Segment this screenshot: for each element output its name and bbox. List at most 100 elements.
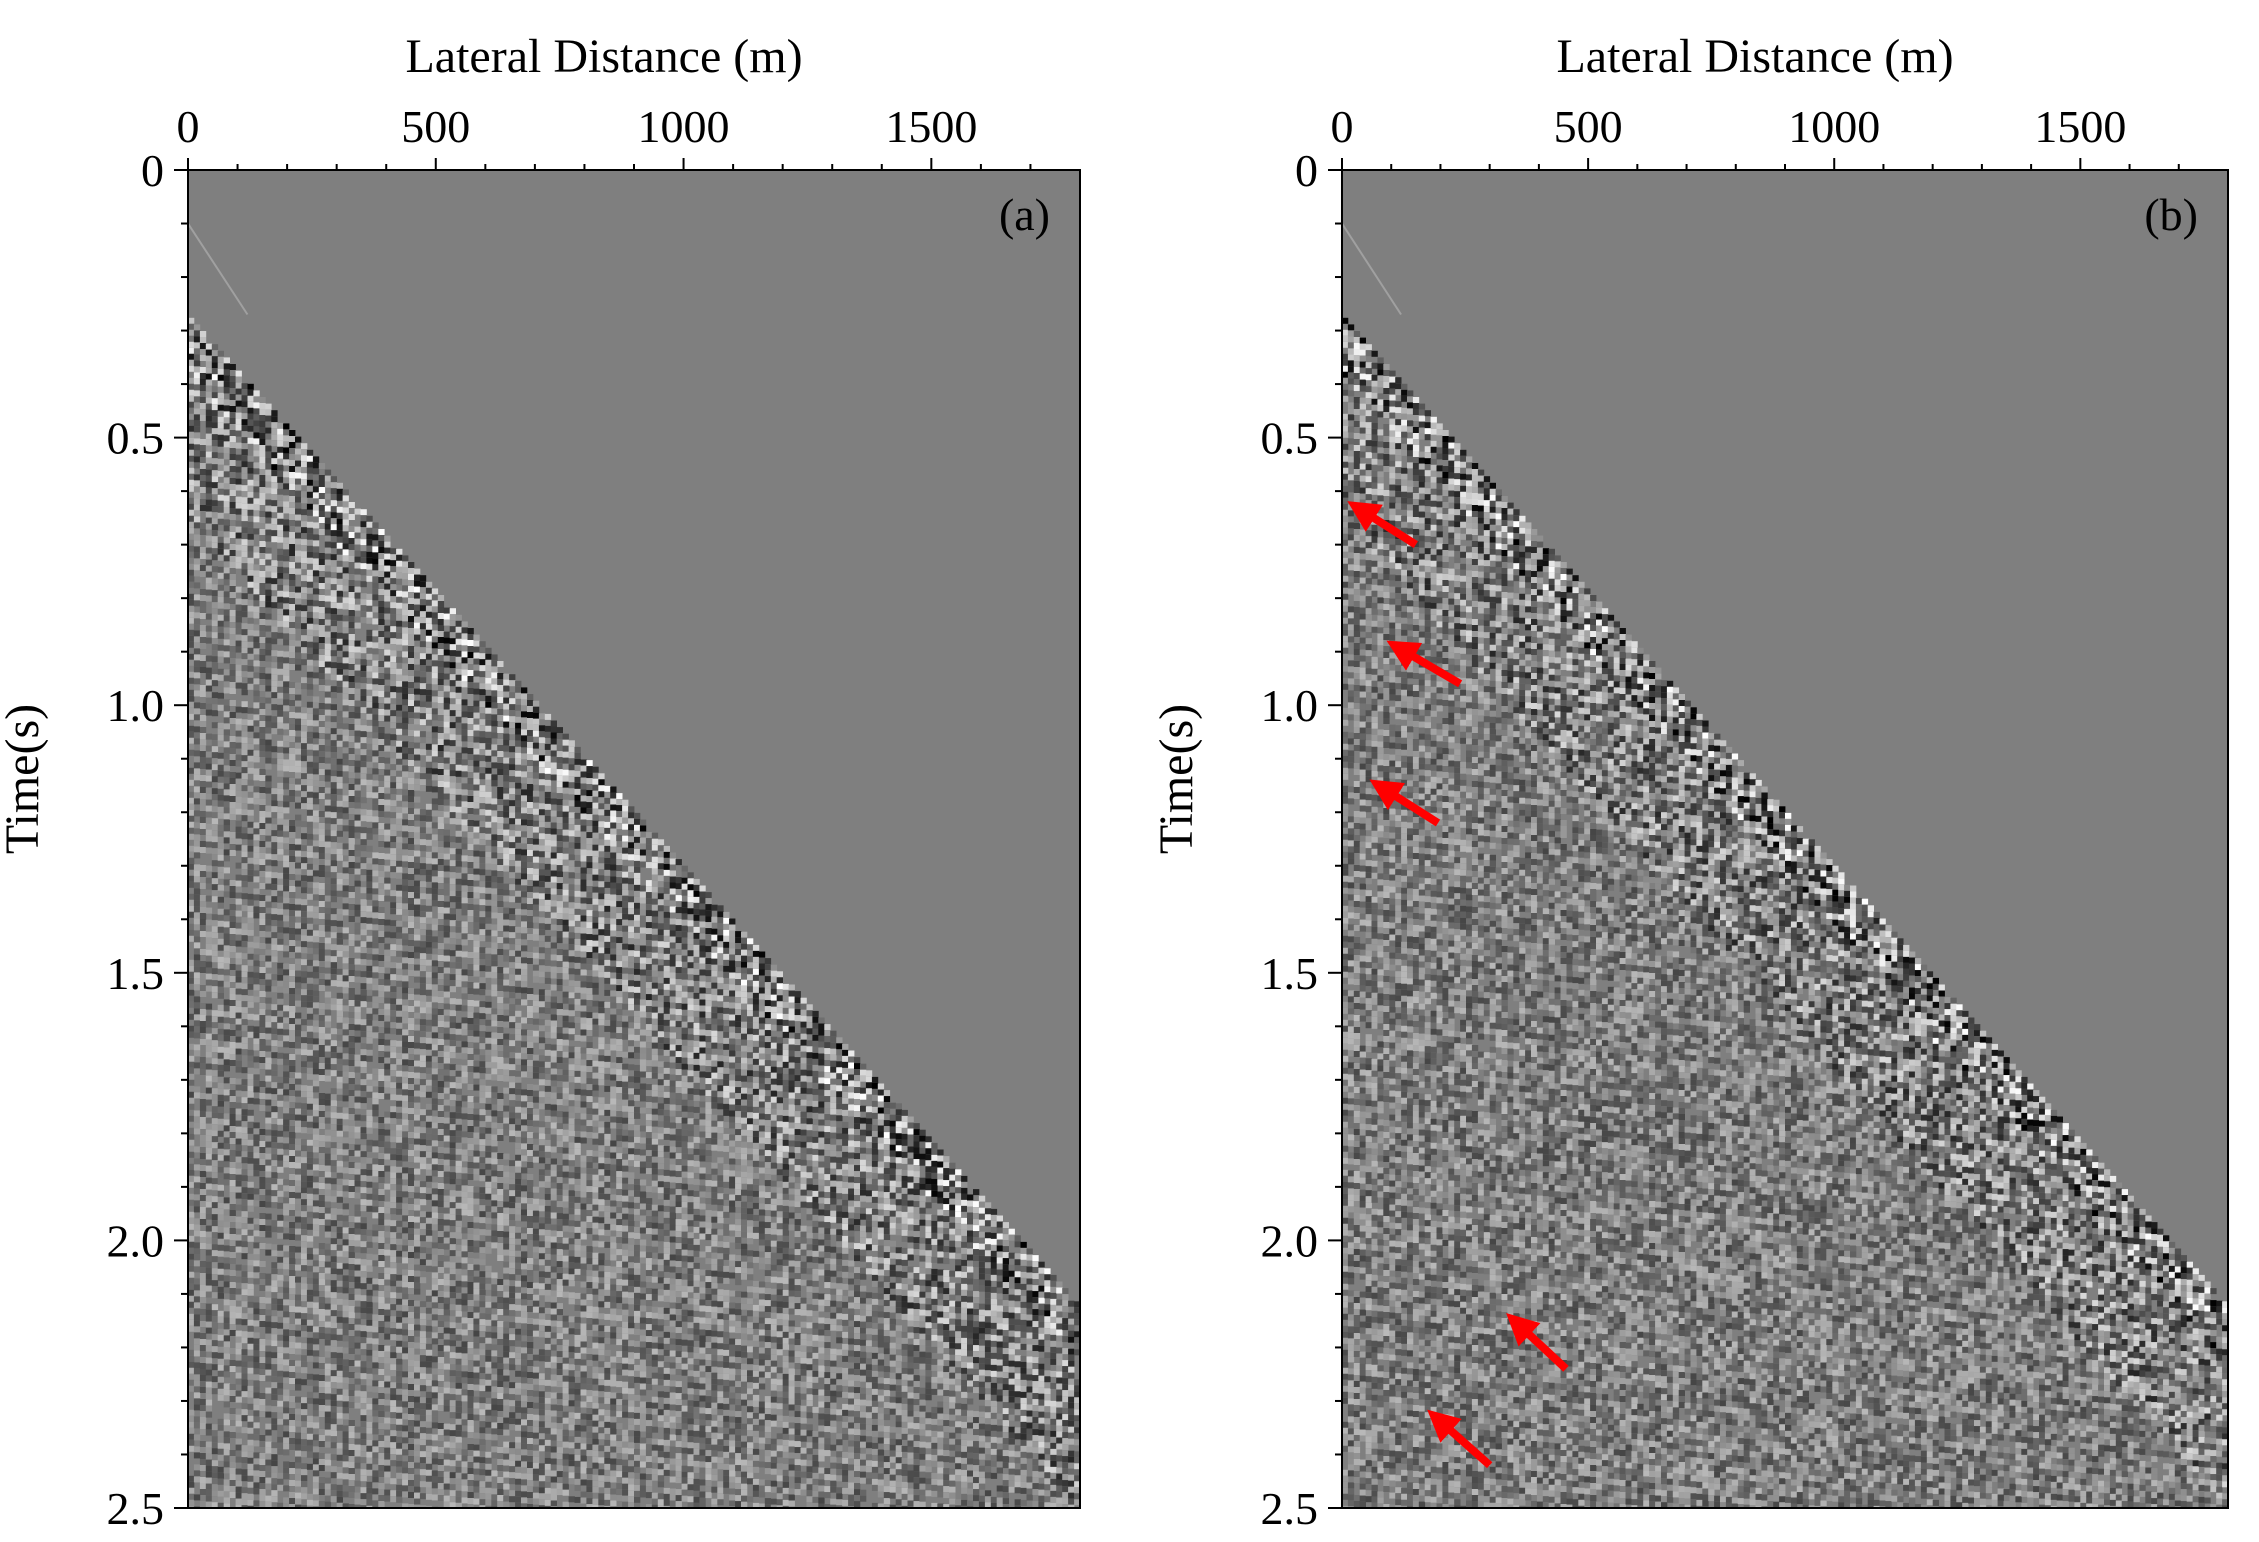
trace-sample [366,1463,373,1470]
trace-sample [277,1022,284,1029]
trace-sample [247,1481,254,1488]
trace-sample [188,965,195,972]
trace-sample [330,1196,337,1203]
trace-sample [301,521,308,528]
trace-sample [360,1091,367,1098]
trace-sample [223,1005,230,1012]
trace-sample [241,827,248,834]
trace-sample [348,1336,355,1342]
trace-sample [211,992,219,999]
trace-sample [354,1174,361,1181]
trace-sample [289,1084,296,1090]
trace-sample [348,970,355,976]
trace-sample [366,761,373,768]
trace-sample [348,1450,355,1456]
trace-sample [312,828,320,835]
trace-sample [342,693,349,700]
trace-sample [348,1072,355,1078]
trace-sample [336,1316,343,1323]
trace-sample [330,602,337,609]
trace-sample [378,1033,385,1039]
trace-sample [354,1030,361,1037]
trace-sample [193,1422,201,1429]
trace-sample [312,636,320,643]
trace-sample [289,1444,296,1450]
trace-sample [223,399,230,406]
trace-sample [366,1319,373,1326]
trace-sample [217,542,224,549]
trace-sample [205,697,213,704]
trace-sample [330,686,337,693]
trace-sample [205,1369,213,1376]
trace-sample [188,995,195,1002]
trace-sample [301,1235,308,1242]
trace-sample [217,698,224,705]
trace-sample [211,392,219,399]
trace-sample [283,1035,290,1042]
trace-sample [366,1199,373,1206]
trace-sample [366,1109,373,1116]
trace-sample [378,829,385,835]
trace-sample [199,1183,207,1189]
trace-sample [271,1448,278,1455]
trace-sample [223,1323,230,1330]
trace-sample [301,761,308,768]
trace-sample [366,701,373,708]
trace-sample [277,878,284,885]
trace-sample [193,390,201,397]
trace-sample [247,1025,254,1032]
trace-sample [318,673,326,679]
trace-sample [259,979,266,985]
trace-sample [306,1259,314,1266]
trace-sample [372,576,379,583]
trace-sample [330,1316,337,1323]
trace-sample [188,767,195,774]
trace-sample [211,1160,219,1167]
trace-sample [366,1205,373,1212]
trace-sample [324,535,332,542]
trace-sample [324,1075,332,1082]
trace-sample [283,435,290,442]
trace-sample [372,1224,379,1231]
trace-sample [241,1349,248,1356]
trace-sample [271,914,278,921]
trace-sample [324,1015,332,1022]
trace-sample [289,1366,296,1372]
trace-sample [193,516,201,523]
trace-sample [283,1371,290,1378]
trace-sample [211,1058,219,1065]
trace-sample [229,532,236,538]
trace-sample [360,749,367,756]
trace-sample [265,1213,272,1220]
trace-sample [348,904,355,910]
trace-sample [354,1336,361,1343]
trace-sample [360,1043,367,1050]
trace-sample [188,569,195,576]
trace-sample [306,587,314,594]
trace-sample [259,409,266,415]
trace-sample [283,459,290,466]
trace-sample [336,686,343,693]
trace-sample [217,644,224,651]
trace-sample [193,480,201,487]
trace-sample [360,1265,367,1272]
trace-sample [306,875,314,882]
trace-sample [360,809,367,816]
trace-sample [229,1456,236,1462]
trace-sample [247,749,254,756]
trace-sample [229,1150,236,1156]
trace-sample [271,698,278,705]
trace-sample [289,1324,296,1330]
trace-sample [312,756,320,763]
trace-sample [271,578,278,585]
trace-sample [283,429,290,436]
trace-sample [289,934,296,940]
trace-sample [259,529,266,535]
trace-sample [336,992,343,999]
trace-sample [330,1154,337,1161]
trace-sample [211,1100,219,1107]
trace-sample [318,757,326,763]
trace-sample [235,640,242,647]
trace-sample [247,479,254,486]
trace-sample [277,1274,284,1281]
